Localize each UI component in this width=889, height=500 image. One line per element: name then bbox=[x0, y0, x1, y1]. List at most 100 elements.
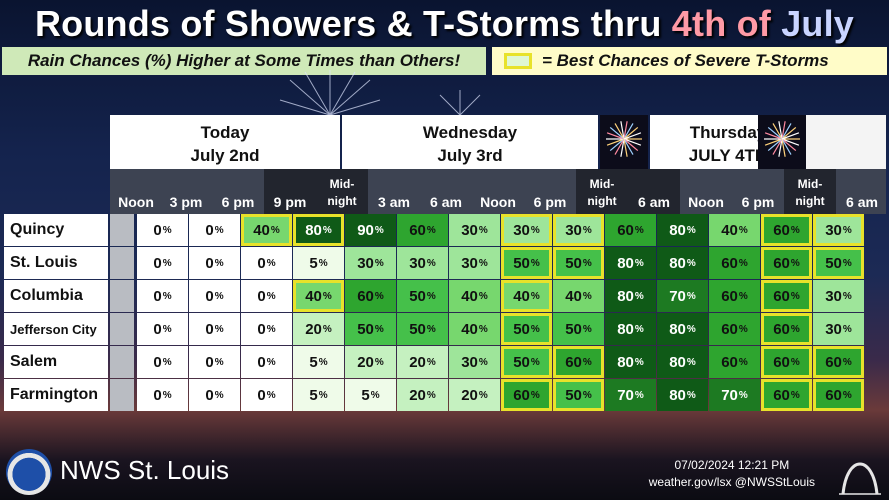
percent-sign: % bbox=[374, 356, 384, 368]
percent-sign: % bbox=[686, 356, 696, 368]
row-spacer bbox=[110, 379, 134, 411]
day-header-filler bbox=[806, 115, 886, 169]
rain-chance-value: 60 bbox=[721, 254, 738, 272]
title-text: Rounds of Showers & T-Storms thru bbox=[34, 3, 672, 44]
rain-chance-cell: 60% bbox=[813, 346, 864, 378]
rain-chance-cell: 5% bbox=[345, 379, 396, 411]
percent-sign: % bbox=[582, 389, 592, 401]
day-date: JULY 4TH bbox=[688, 146, 768, 165]
rain-chance-value: 20 bbox=[305, 320, 322, 338]
percent-sign: % bbox=[214, 389, 224, 401]
rain-chance-cell: 0% bbox=[241, 247, 292, 279]
percent-sign: % bbox=[426, 323, 436, 335]
rain-chance-cell: 30% bbox=[813, 313, 864, 345]
percent-sign: % bbox=[686, 257, 696, 269]
percent-sign: % bbox=[426, 257, 436, 269]
title-highlight-2: July bbox=[781, 3, 855, 44]
rain-chance-value: 5 bbox=[309, 386, 318, 404]
percent-sign: % bbox=[266, 257, 276, 269]
rain-chance-value: 0 bbox=[257, 254, 266, 272]
percent-sign: % bbox=[374, 224, 384, 236]
rain-chance-value: 0 bbox=[205, 221, 214, 239]
rain-chance-value: 60 bbox=[773, 221, 790, 239]
rain-chance-value: 0 bbox=[257, 386, 266, 404]
rain-chance-value: 40 bbox=[721, 221, 738, 239]
percent-sign: % bbox=[162, 290, 172, 302]
city-label: Farmington bbox=[4, 379, 108, 411]
rain-chance-value: 80 bbox=[617, 353, 634, 371]
rain-chance-cell: 90% bbox=[345, 214, 396, 246]
percent-sign: % bbox=[322, 224, 332, 236]
percent-sign: % bbox=[426, 224, 436, 236]
rain-chance-cell: 5% bbox=[293, 247, 344, 279]
rain-chance-value: 60 bbox=[721, 353, 738, 371]
rain-chance-value: 0 bbox=[153, 353, 162, 371]
rain-chance-value: 40 bbox=[461, 287, 478, 305]
percent-sign: % bbox=[478, 323, 488, 335]
time-header-band bbox=[110, 169, 886, 214]
rain-chance-value: 30 bbox=[565, 221, 582, 239]
rain-chance-value: 70 bbox=[721, 386, 738, 404]
time-label: 6 am bbox=[430, 194, 462, 210]
rain-chance-value: 80 bbox=[669, 320, 686, 338]
rain-chance-value: 60 bbox=[357, 287, 374, 305]
row-spacer bbox=[110, 313, 134, 345]
rain-chance-value: 50 bbox=[825, 254, 842, 272]
fireworks-graphic bbox=[279, 70, 481, 116]
time-label: Noon bbox=[688, 194, 724, 210]
timestamp: 07/02/2024 12:21 PM bbox=[674, 458, 790, 472]
percent-sign: % bbox=[530, 290, 540, 302]
percent-sign: % bbox=[322, 323, 332, 335]
rain-chance-cell: 70% bbox=[657, 280, 708, 312]
rain-chance-cell: 20% bbox=[449, 379, 500, 411]
rain-chance-value: 50 bbox=[513, 320, 530, 338]
rain-chance-value: 30 bbox=[825, 221, 842, 239]
time-label: 6 am bbox=[846, 194, 878, 210]
city-label: St. Louis bbox=[4, 247, 108, 279]
rain-chance-cell: 40% bbox=[709, 214, 760, 246]
rain-chance-cell: 80% bbox=[657, 346, 708, 378]
legend-text: = Best Chances of Severe T-Storms bbox=[542, 51, 829, 70]
percent-sign: % bbox=[686, 290, 696, 302]
percent-sign: % bbox=[478, 356, 488, 368]
rain-chance-cell: 0% bbox=[189, 379, 240, 411]
rain-chance-cell: 40% bbox=[553, 280, 604, 312]
percent-sign: % bbox=[322, 290, 332, 302]
percent-sign: % bbox=[842, 323, 852, 335]
rain-chance-value: 0 bbox=[153, 320, 162, 338]
office-name: NWS St. Louis bbox=[60, 455, 230, 485]
percent-sign: % bbox=[790, 224, 800, 236]
rain-chance-cell: 60% bbox=[709, 313, 760, 345]
time-label: 3 am bbox=[378, 194, 410, 210]
rain-chance-value: 80 bbox=[669, 386, 686, 404]
night-shade bbox=[576, 169, 680, 214]
row-spacer bbox=[110, 346, 134, 378]
rain-chance-cell: 50% bbox=[553, 247, 604, 279]
percent-sign: % bbox=[582, 323, 592, 335]
rain-chance-value: 30 bbox=[461, 221, 478, 239]
percent-sign: % bbox=[266, 389, 276, 401]
rain-chance-cell: 50% bbox=[501, 313, 552, 345]
percent-sign: % bbox=[790, 257, 800, 269]
rain-chance-cell: 30% bbox=[449, 247, 500, 279]
rain-chance-cell: 5% bbox=[293, 346, 344, 378]
rain-chance-value: 20 bbox=[409, 353, 426, 371]
rain-chance-value: 80 bbox=[617, 254, 634, 272]
rain-chance-value: 50 bbox=[565, 254, 582, 272]
rain-chance-cell: 60% bbox=[397, 214, 448, 246]
rain-chance-cell: 0% bbox=[189, 346, 240, 378]
time-label: Noon bbox=[118, 194, 154, 210]
rain-chance-value: 30 bbox=[825, 320, 842, 338]
percent-sign: % bbox=[426, 389, 436, 401]
gateway-arch-icon bbox=[839, 462, 881, 495]
rain-chance-value: 30 bbox=[825, 287, 842, 305]
rain-chance-cell: 60% bbox=[345, 280, 396, 312]
rain-chance-value: 5 bbox=[309, 353, 318, 371]
city-label: Jefferson City bbox=[4, 313, 108, 345]
percent-sign: % bbox=[738, 224, 748, 236]
rain-chance-value: 60 bbox=[565, 353, 582, 371]
issued-info: 07/02/2024 12:21 PM weather.gov/lsx @NWS… bbox=[649, 457, 815, 491]
percent-sign: % bbox=[214, 323, 224, 335]
rain-chance-cell: 40% bbox=[241, 214, 292, 246]
rain-chance-value: 30 bbox=[461, 353, 478, 371]
